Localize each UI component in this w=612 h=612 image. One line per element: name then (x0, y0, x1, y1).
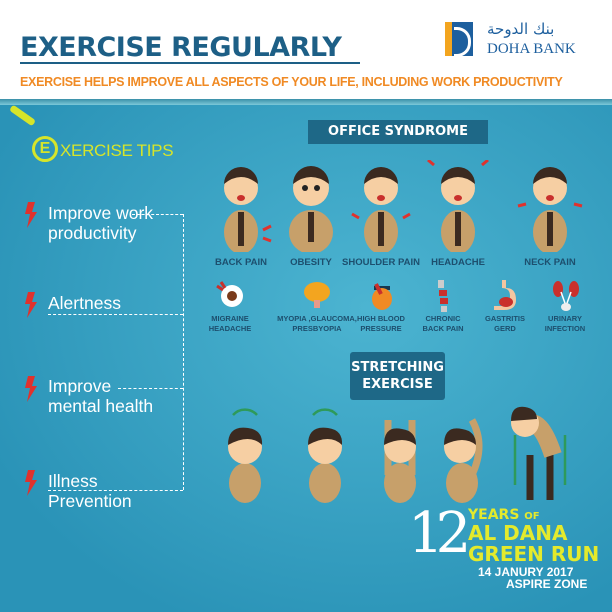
disease-line: HIGH BLOOD (357, 314, 405, 323)
logo-english: DOHA BANK (487, 41, 576, 57)
header-stripe (0, 99, 612, 105)
lightning-icon (25, 292, 37, 318)
stretching-line: EXERCISE (362, 377, 433, 392)
tips-letter: E (32, 136, 58, 162)
office-workers-illustration (224, 160, 583, 252)
event-of-word: OF (524, 511, 540, 522)
disease-label: CHRONIC BACK PAIN (422, 314, 463, 334)
disease-line: CHRONIC (425, 314, 461, 323)
page-title: EXERCISE REGULARLY (20, 32, 342, 63)
disease-line: PRESSURE (360, 324, 402, 333)
stretch-figure (444, 418, 483, 503)
lightning-icon (25, 202, 37, 228)
stretching-line: STRETCHING (351, 360, 444, 375)
disease-line: MYOPIA ,GLAUCOMA, (277, 314, 357, 323)
tip-item: Illness Prevention (48, 471, 188, 511)
stomach-icon (494, 280, 516, 310)
event-venue: ASPIRE ZONE (506, 577, 588, 591)
event-years-word: YEARS (468, 507, 520, 523)
stretch-figure (228, 408, 263, 503)
logo-arabic: بنك الدوحة (487, 20, 555, 38)
eye-icon (216, 281, 243, 307)
brain-icon (304, 282, 330, 308)
disease-label: MYOPIA ,GLAUCOMA, PRESBYOPIA (277, 314, 357, 334)
condition-label: OBESITY (290, 257, 332, 268)
tip-line: Alertness (48, 293, 121, 313)
connector-line-vertical (183, 214, 184, 490)
event-years-line: YEARS OF (468, 507, 540, 523)
disease-label: MIGRAINE HEADACHE (209, 314, 252, 334)
worker-shoulder-pain (351, 167, 411, 252)
disease-line: GERD (494, 324, 516, 333)
worker-back-pain (224, 167, 272, 252)
disease-line: URINARY (548, 314, 582, 323)
tips-title: XERCISE TIPS (60, 141, 174, 160)
disease-line: BACK PAIN (422, 324, 464, 333)
tip-line: Improve (48, 376, 112, 396)
condition-label: SHOULDER PAIN (342, 257, 420, 268)
connector-line (48, 490, 183, 491)
heart-icon (372, 283, 392, 310)
header (0, 0, 612, 100)
disease-line: MIGRAINE (211, 314, 249, 323)
stretch-figure (511, 406, 567, 500)
tip-item: Improve mental health (48, 376, 188, 416)
tip-line: Improve work (48, 203, 154, 223)
tip-item: Alertness (48, 293, 188, 313)
disease-line: GASTRITIS (484, 314, 526, 323)
stretching-illustration (228, 406, 567, 503)
lightning-icon (25, 376, 37, 402)
event-name-line1: AL DANA (468, 521, 568, 545)
page-subtitle: EXERCISE HELPS IMPROVE ALL ASPECTS OF YO… (20, 75, 563, 89)
stretching-exercise-banner: STRETCHING EXERCISE (350, 352, 445, 400)
connector-line (118, 388, 183, 389)
lightning-icon (25, 470, 37, 496)
office-syndrome-banner: OFFICE SYNDROME (298, 120, 498, 144)
worker-headache (427, 160, 489, 252)
worker-neck-pain (517, 167, 583, 252)
disease-label: URINARY INFECTION (545, 314, 585, 334)
disease-label: HIGH BLOOD PRESSURE (357, 314, 405, 334)
spine-icon (438, 280, 448, 312)
al-dana-green-run-badge: 12 YEARS OF AL DANA GREEN RUN 14 JANURY … (408, 501, 608, 591)
disease-label: GASTRITIS GERD (485, 314, 525, 334)
tip-item: Improve work productivity (48, 203, 188, 243)
condition-label: NECK PAIN (524, 257, 576, 268)
title-divider (20, 62, 360, 64)
event-date: 14 JANURY 2017 (478, 565, 574, 579)
disease-line: PRESBYOPIA (292, 324, 342, 333)
tip-line: productivity (48, 223, 137, 243)
worker-obesity (289, 166, 333, 252)
connector-line (132, 214, 183, 215)
doha-bank-logo: بنك الدوحة DOHA BANK (445, 20, 595, 60)
stretch-figure (384, 420, 416, 503)
connector-line (48, 314, 183, 315)
tip-line: Prevention (48, 491, 132, 511)
event-name-line2: GREEN RUN (468, 542, 600, 566)
kidney-icon (553, 281, 579, 311)
condition-label: HEADACHE (431, 257, 485, 268)
condition-label: BACK PAIN (214, 257, 268, 268)
event-years-number: 12 (408, 501, 471, 566)
stretch-figure (308, 408, 343, 503)
tip-line: Illness (48, 471, 98, 491)
disease-line: INFECTION (544, 324, 586, 333)
tip-line: mental health (48, 396, 154, 416)
logo-mark-icon (445, 22, 473, 57)
disease-line: HEADACHE (208, 324, 252, 333)
